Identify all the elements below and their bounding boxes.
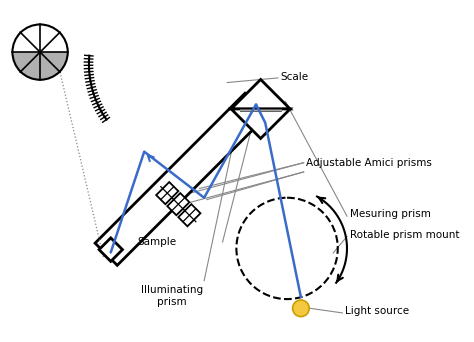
Text: Rotable prism mount: Rotable prism mount — [350, 229, 459, 240]
Polygon shape — [231, 79, 290, 109]
Polygon shape — [95, 93, 267, 265]
Text: Mesuring prism: Mesuring prism — [350, 209, 430, 219]
Polygon shape — [99, 238, 122, 261]
Text: Sample: Sample — [137, 237, 176, 247]
Wedge shape — [12, 52, 68, 80]
Polygon shape — [167, 193, 190, 215]
Text: Light source: Light source — [345, 306, 409, 316]
Circle shape — [292, 300, 309, 317]
Text: Scale: Scale — [281, 72, 309, 82]
Text: Adjustable Amici prisms: Adjustable Amici prisms — [306, 158, 431, 168]
Text: Illuminating
prism: Illuminating prism — [141, 285, 203, 307]
Polygon shape — [231, 109, 290, 139]
Polygon shape — [178, 204, 201, 226]
Polygon shape — [156, 182, 178, 204]
